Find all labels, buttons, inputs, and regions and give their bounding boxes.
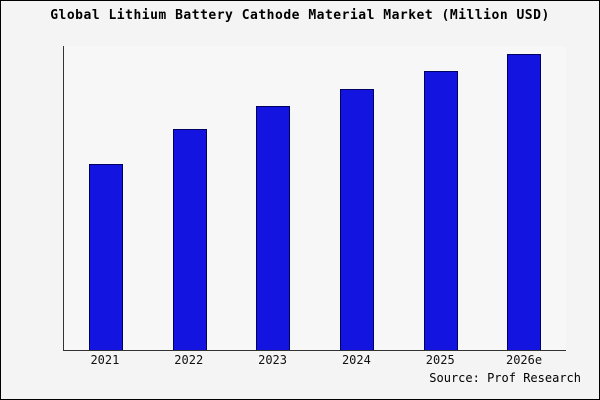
bar-2023: [256, 106, 291, 350]
bar-2024: [339, 89, 374, 350]
x-axis-labels: 2021 2022 2023 2024 2025 2026e: [63, 353, 566, 367]
x-tick-label-2024: 2024: [341, 353, 371, 367]
bar-slot-2026e: [482, 46, 566, 350]
x-tick-label-2025: 2025: [425, 353, 455, 367]
bar-slot-2022: [148, 46, 232, 350]
bar-2026e: [507, 54, 542, 350]
bar-2022: [172, 129, 207, 350]
chart-title: Global Lithium Battery Cathode Material …: [50, 8, 550, 23]
bar-slot-2023: [231, 46, 315, 350]
bar-slot-2021: [64, 46, 148, 350]
bar-2021: [88, 164, 123, 350]
x-tick-label-2023: 2023: [258, 353, 288, 367]
bar-slot-2025: [399, 46, 483, 350]
x-tick-label-2026e: 2026e: [505, 353, 543, 367]
bar-2025: [423, 71, 458, 350]
bar-slot-2024: [315, 46, 399, 350]
source-text: Source: Prof Research: [429, 371, 581, 385]
plot-area: [63, 46, 566, 351]
x-tick-label-2021: 2021: [90, 353, 120, 367]
x-tick-label-2022: 2022: [174, 353, 204, 367]
